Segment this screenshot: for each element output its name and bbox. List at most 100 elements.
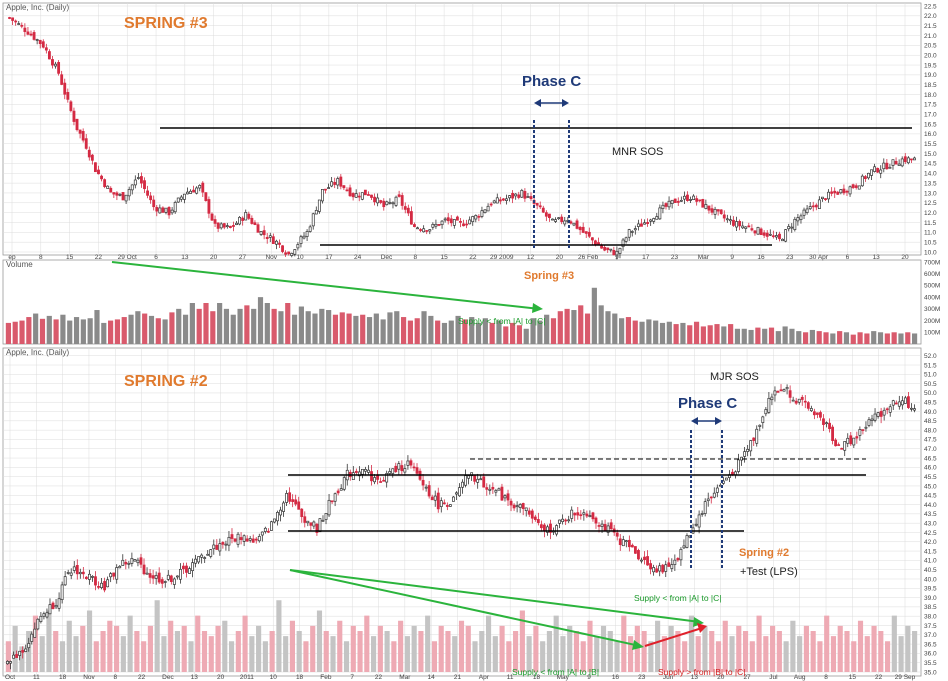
candle-body	[188, 568, 191, 574]
panel2-supply-ac-arrowhead	[693, 617, 704, 627]
x-tick-label: 27	[743, 674, 751, 681]
volume-bar	[722, 620, 728, 672]
candle-body	[738, 220, 742, 227]
candle-body	[518, 504, 522, 508]
candle-body	[670, 564, 674, 569]
volume-bar	[768, 327, 775, 344]
panel1-grid	[3, 3, 921, 255]
candle-body	[170, 209, 174, 214]
candle-body	[47, 51, 51, 60]
candle-body	[543, 524, 546, 532]
candle-body	[782, 389, 786, 392]
x-tick-label: 8	[113, 674, 117, 681]
candle-body	[300, 508, 304, 517]
candle-body	[791, 399, 795, 402]
candle-body	[268, 235, 272, 238]
volume-bar	[857, 620, 864, 672]
volume-bar	[438, 625, 444, 672]
volume-bar	[830, 636, 837, 672]
volume-bar	[850, 334, 856, 344]
candle-body	[603, 247, 607, 251]
volume-bar	[714, 324, 720, 344]
volume-bar	[114, 319, 121, 344]
candle-body	[11, 17, 15, 21]
volume-bar	[598, 305, 604, 344]
volume-bar	[86, 610, 93, 672]
candle-body	[421, 479, 425, 486]
candle-body	[630, 231, 634, 233]
volume-bar	[134, 631, 140, 672]
volume-bar	[891, 615, 897, 672]
volume-bar	[264, 303, 270, 344]
candle-body	[118, 566, 122, 569]
candle-body	[558, 519, 561, 524]
candle-body	[907, 396, 910, 408]
volume-bar	[648, 641, 654, 672]
y-tick-label: 37.0	[924, 632, 937, 639]
candle-body	[569, 221, 573, 224]
candle-body	[606, 525, 610, 533]
volume-bar	[181, 625, 187, 672]
candle-body	[382, 479, 386, 482]
x-tick-label: Nov	[83, 674, 95, 681]
volume-bar	[465, 625, 471, 672]
candle-body	[700, 513, 704, 515]
candle-body	[388, 201, 392, 204]
volume-bar	[482, 318, 488, 344]
volume-bar	[387, 312, 393, 344]
candle-body	[594, 517, 598, 524]
candle-body	[808, 206, 812, 210]
volume-bar	[228, 641, 235, 672]
panel2-phase-c-arrowhead-left	[691, 417, 698, 425]
candle-body	[213, 219, 217, 224]
candle-body	[621, 539, 625, 547]
volume-bar	[135, 311, 141, 344]
volume-bar	[271, 308, 277, 344]
x-tick-label: 10	[296, 254, 304, 261]
candle-body	[527, 510, 531, 515]
panel1-y-axis: 22.5 22.0 21.5 21.0 20.5 20.0 19.5 19.0 18.5 18.0…	[924, 3, 937, 256]
volume-bar	[742, 631, 749, 672]
y-tick-label: 13.5	[924, 180, 937, 187]
volume-bar	[148, 315, 155, 344]
volume-bar	[749, 641, 755, 672]
candle-body	[100, 175, 103, 180]
candle-body	[385, 473, 389, 483]
volume-bar	[346, 313, 352, 344]
candle-body	[373, 477, 376, 483]
candle-body	[324, 513, 328, 520]
candle-body	[870, 169, 873, 176]
y-tick-label: 500M	[924, 283, 940, 290]
candle-body	[458, 487, 461, 497]
candle-body	[273, 518, 276, 523]
volume-bar	[391, 641, 397, 672]
y-tick-label: 45.0	[924, 483, 937, 490]
candle-body	[479, 478, 483, 481]
volume-bar	[884, 333, 890, 344]
panel1-supply-label: Supply < from |A| to |C|	[458, 316, 546, 326]
y-tick-label: 200M	[924, 318, 940, 325]
candle-body	[51, 59, 54, 66]
volume-bar	[898, 636, 904, 672]
candle-body	[400, 465, 404, 472]
candle-body	[416, 227, 419, 230]
candle-body	[409, 460, 413, 466]
x-tick-label: 8	[413, 254, 417, 261]
candle-body	[163, 581, 167, 583]
x-tick-label: 29 Oct	[118, 254, 137, 261]
volume-bar	[782, 326, 788, 344]
candle-body	[155, 207, 159, 212]
volume-bar	[127, 615, 133, 672]
candle-body	[167, 207, 171, 216]
volume-bar	[830, 333, 836, 344]
candle-body	[133, 559, 137, 562]
candle-body	[100, 582, 103, 588]
x-tick-label: 8	[39, 254, 43, 261]
volume-bar	[653, 320, 659, 344]
candle-body	[624, 237, 628, 242]
volume-bar	[587, 620, 593, 672]
candle-body	[682, 545, 686, 549]
volume-bar	[278, 311, 284, 344]
volume-bar	[600, 625, 607, 672]
volume-bar	[607, 631, 613, 672]
